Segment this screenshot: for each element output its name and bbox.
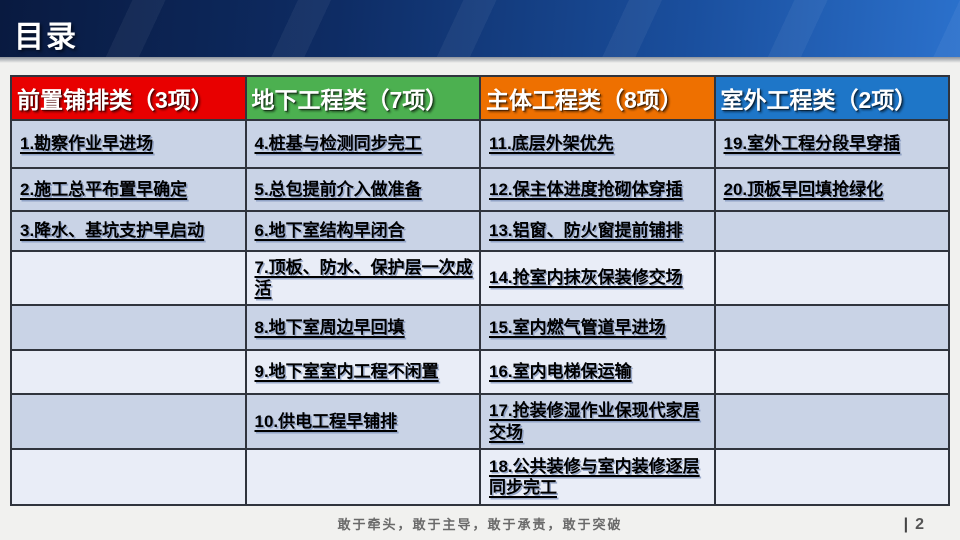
table-row: 8.地下室周边早回填 15.室内燃气管道早进场 (10, 304, 950, 351)
toc-item: 19.室外工程分段早穿插 (723, 134, 901, 154)
table-cell: 13.铝窗、防火窗提前铺排 (479, 210, 716, 252)
toc-item: 20.顶板早回填抢绿化 (723, 179, 884, 199)
table-cell: 3.降水、基坑支护早启动 (10, 210, 247, 252)
toc-item: 9.地下室室内工程不闲置 (254, 362, 439, 382)
table-cell: 12.保主体进度抢砌体穿插 (479, 167, 716, 212)
page-number-value: 2 (915, 516, 924, 533)
table-cell (713, 393, 950, 450)
table-cell: 10.供电工程早铺排 (244, 393, 481, 450)
column-header-zhuti: 主体工程类（8项） (479, 75, 716, 121)
table-cell: 7.顶板、防水、保护层一次成活 (244, 250, 481, 306)
toc-item: 13.铝窗、防火窗提前铺排 (489, 221, 683, 241)
table-cell: 15.室内燃气管道早进场 (479, 304, 716, 351)
toc-item: 2.施工总平布置早确定 (20, 179, 188, 199)
column-header-dixia: 地下工程类（7项） (244, 75, 481, 121)
table-cell (10, 304, 247, 351)
toc-item: 10.供电工程早铺排 (254, 411, 398, 431)
table-cell (244, 448, 481, 506)
toc-table: 前置铺排类（3项） 地下工程类（7项） 主体工程类（8项） 室外工程类（2项） … (10, 75, 950, 506)
page-title: 目录 (14, 21, 78, 54)
toc-item: 12.保主体进度抢砌体穿插 (489, 179, 683, 199)
table-cell: 11.底层外架优先 (479, 119, 716, 169)
table-cell (713, 210, 950, 252)
table-cell (713, 349, 950, 395)
toc-item: 15.室内燃气管道早进场 (489, 317, 666, 337)
toc-item: 8.地下室周边早回填 (254, 317, 405, 337)
toc-header-row: 前置铺排类（3项） 地下工程类（7项） 主体工程类（8项） 室外工程类（2项） (10, 75, 950, 121)
page-number: | 2 (904, 516, 924, 534)
table-cell: 8.地下室周边早回填 (244, 304, 481, 351)
toc-item: 17.抢装修湿作业保现代家居交场 (489, 401, 700, 442)
table-cell: 19.室外工程分段早穿插 (713, 119, 950, 169)
table-cell: 18.公共装修与室内装修逐层同步完工 (479, 448, 716, 506)
table-cell: 4.桩基与检测同步完工 (244, 119, 481, 169)
table-cell: 5.总包提前介入做准备 (244, 167, 481, 212)
table-cell (10, 448, 247, 506)
table-row: 1.勘察作业早进场 4.桩基与检测同步完工 11.底层外架优先 19.室外工程分… (10, 119, 950, 169)
table-row: 10.供电工程早铺排 17.抢装修湿作业保现代家居交场 (10, 393, 950, 450)
table-cell (10, 393, 247, 450)
table-cell: 9.地下室室内工程不闲置 (244, 349, 481, 395)
table-cell: 14.抢室内抹灰保装修交场 (479, 250, 716, 306)
page-number-separator: | (903, 516, 909, 533)
table-cell (713, 304, 950, 351)
column-header-qianzhi: 前置铺排类（3项） (10, 75, 247, 121)
toc-item: 7.顶板、防水、保护层一次成活 (254, 257, 473, 298)
table-row: 2.施工总平布置早确定 5.总包提前介入做准备 12.保主体进度抢砌体穿插 20… (10, 167, 950, 212)
table-row: 18.公共装修与室内装修逐层同步完工 (10, 448, 950, 506)
toc-item: 1.勘察作业早进场 (20, 134, 154, 154)
toc-item: 11.底层外架优先 (489, 134, 614, 154)
table-cell (713, 448, 950, 506)
banner-shadow-divider (0, 57, 960, 63)
column-header-shiwai: 室外工程类（2项） (713, 75, 950, 121)
table-cell (10, 250, 247, 306)
toc-item: 6.地下室结构早闭合 (254, 221, 405, 241)
table-cell (713, 250, 950, 306)
toc-item: 4.桩基与检测同步完工 (254, 134, 422, 154)
title-banner (0, 0, 960, 57)
table-row: 3.降水、基坑支护早启动 6.地下室结构早闭合 13.铝窗、防火窗提前铺排 (10, 210, 950, 252)
footer-motto: 敢于牵头，敢于主导，敢于承责，敢于突破 (337, 517, 623, 532)
table-cell: 1.勘察作业早进场 (10, 119, 247, 169)
table-cell: 20.顶板早回填抢绿化 (713, 167, 950, 212)
table-cell (10, 349, 247, 395)
toc-item: 5.总包提前介入做准备 (254, 179, 422, 199)
table-cell: 6.地下室结构早闭合 (244, 210, 481, 252)
table-row: 7.顶板、防水、保护层一次成活 14.抢室内抹灰保装修交场 (10, 250, 950, 306)
table-cell: 17.抢装修湿作业保现代家居交场 (479, 393, 716, 450)
toc-item: 16.室内电梯保运输 (489, 362, 632, 382)
table-row: 9.地下室室内工程不闲置 16.室内电梯保运输 (10, 349, 950, 395)
table-cell: 2.施工总平布置早确定 (10, 167, 247, 212)
table-cell: 16.室内电梯保运输 (479, 349, 716, 395)
toc-item: 3.降水、基坑支护早启动 (20, 221, 205, 241)
toc-item: 14.抢室内抹灰保装修交场 (489, 268, 683, 288)
toc-item: 18.公共装修与室内装修逐层同步完工 (489, 456, 700, 497)
